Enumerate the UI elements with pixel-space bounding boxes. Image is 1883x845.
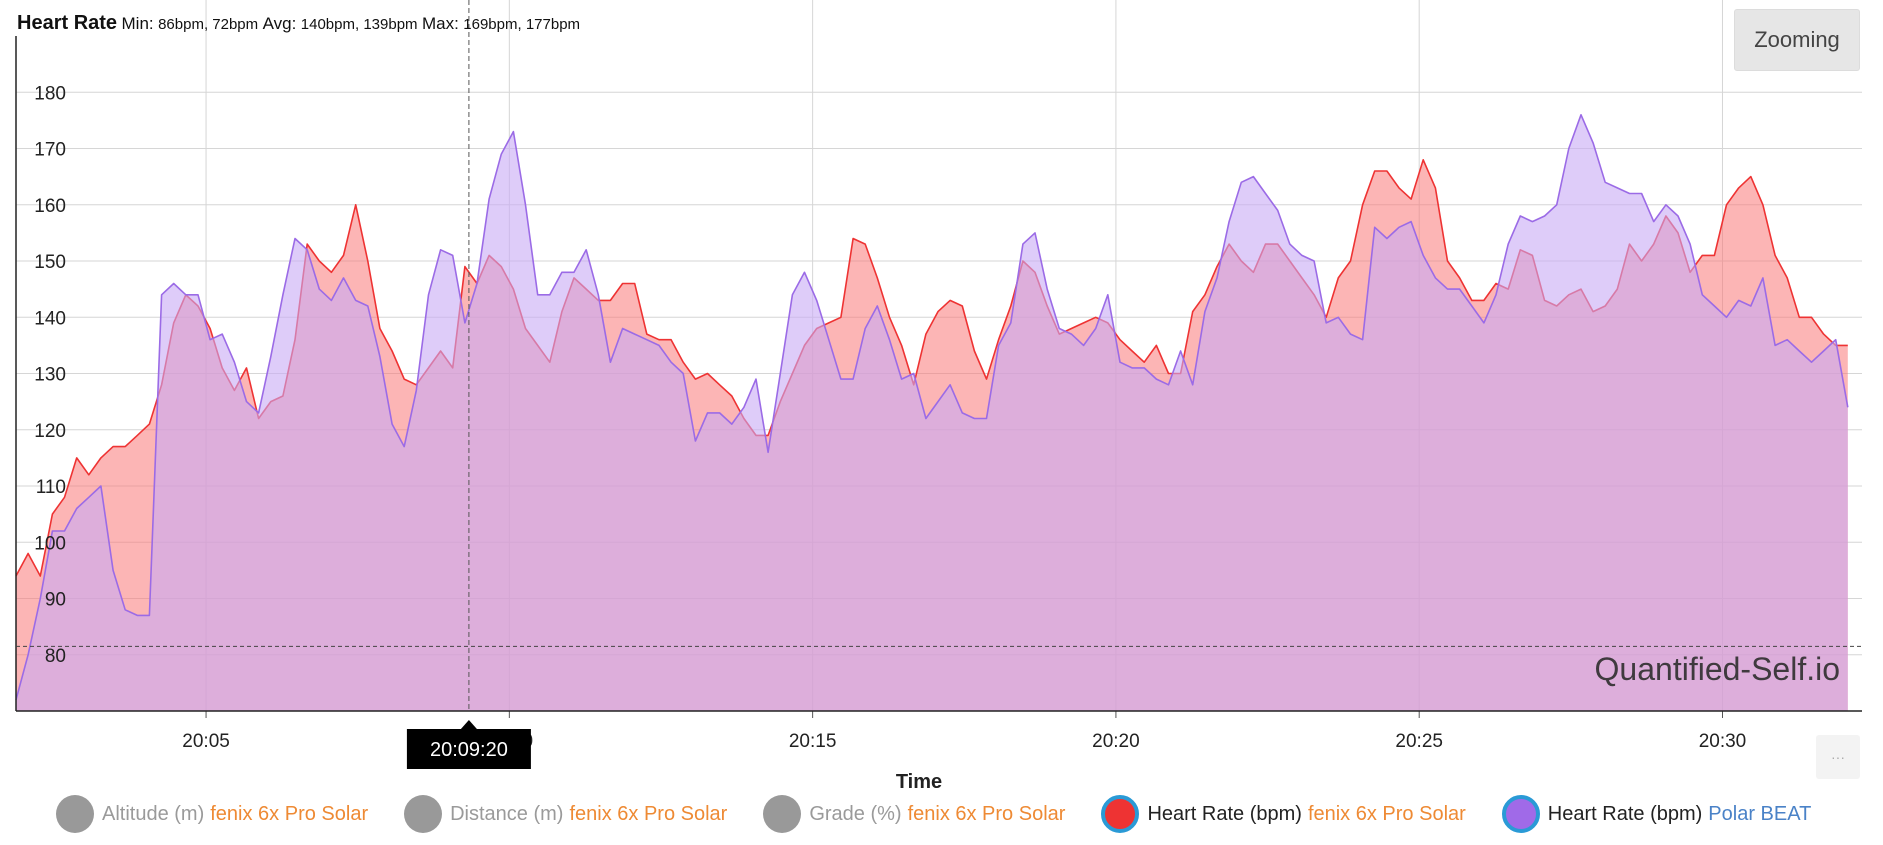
legend-item-2[interactable]: Distance (m) fenix 6x Pro Solar — [404, 795, 727, 833]
chart-series-areas — [15, 114, 1849, 712]
zooming-button[interactable]: Zooming — [1734, 9, 1860, 71]
legend-device: fenix 6x Pro Solar — [210, 802, 369, 825]
x-axis-title: Time — [896, 771, 942, 793]
chart-legend: Altitude (m) fenix 6x Pro Solar Distance (… — [56, 795, 1847, 833]
min-label: Min: — [121, 14, 154, 33]
max-label: Max: — [421, 14, 459, 33]
y-tick-label: 120 — [34, 421, 66, 442]
max-value: 169bpm, 177bpm — [463, 16, 581, 33]
legend-swatch-icon — [56, 795, 94, 833]
more-options-button[interactable]: ··· — [1816, 735, 1860, 779]
y-tick-label: 90 — [45, 590, 66, 611]
x-tick-label: 20:25 — [1395, 731, 1443, 752]
x-tick-label: 20:30 — [1699, 731, 1747, 752]
chart-axes: 80 90 100 110 120 130 140 150 160 170 180 20:05 20:1… — [15, 36, 1862, 793]
series-line-2 — [15, 114, 1849, 701]
legend-label: Heart Rate (bpm) — [1147, 802, 1302, 825]
legend-swatch-icon — [404, 795, 443, 833]
legend-item-1[interactable]: Altitude (m) fenix 6x Pro Solar — [56, 795, 368, 833]
y-tick-label: 160 — [34, 196, 66, 217]
y-tick-label: 100 — [34, 533, 66, 554]
chart-overlay: Quantified-Self.io 20:09:20 — [16, 0, 1862, 769]
y-tick-label: 110 — [36, 477, 66, 498]
y-tick-label: 80 — [45, 646, 66, 667]
watermark-text: Quantified-Self.io — [1595, 651, 1840, 687]
legend-swatch-icon — [1501, 795, 1540, 833]
x-tick-label: 20:05 — [182, 731, 230, 752]
legend-device: fenix 6x Pro Solar — [907, 802, 1066, 825]
legend-item-3[interactable]: Grade (%) fenix 6x Pro Solar — [763, 795, 1065, 833]
series-area-2 — [16, 114, 1848, 712]
y-tick-label: 180 — [34, 83, 66, 104]
min-value: 86bpm, 72bpm — [158, 16, 259, 33]
x-tick-label: 20:15 — [789, 731, 837, 752]
y-tick-label: 140 — [34, 308, 66, 329]
legend-swatch-icon — [1101, 795, 1140, 833]
legend-device: fenix 6x Pro Solar — [569, 802, 728, 825]
legend-device: fenix 6x Pro Solar — [1307, 802, 1466, 825]
avg-label: Avg: — [262, 14, 297, 33]
legend-label: Altitude (m) — [102, 802, 205, 825]
y-tick-label: 150 — [34, 252, 66, 273]
legend-item-5[interactable]: Heart Rate (bpm) Polar BEAT — [1501, 795, 1812, 833]
y-tick-label: 130 — [34, 365, 66, 386]
legend-swatch-icon — [763, 795, 802, 833]
legend-item-4[interactable]: Heart Rate (bpm) fenix 6x Pro Solar — [1101, 795, 1466, 833]
legend-label: Grade (%) — [809, 802, 902, 825]
cursor-time-box — [406, 729, 531, 769]
chart-header: Heart Rate Min: 86bpm, 72bpm Avg: 140bpm… — [17, 12, 580, 35]
legend-label: Heart Rate (bpm) — [1547, 802, 1703, 825]
y-tick-label: 170 — [34, 140, 66, 161]
avg-value: 140bpm, 139bpm — [300, 16, 418, 33]
chart-title: Heart Rate — [17, 12, 118, 34]
cursor-pointer — [460, 720, 477, 729]
cursor-time-label: 20:09:20 — [430, 739, 508, 761]
legend-label: Distance (m) — [450, 802, 564, 825]
legend-device: Polar BEAT — [1708, 802, 1812, 825]
x-tick-label: 20:20 — [1092, 731, 1140, 752]
